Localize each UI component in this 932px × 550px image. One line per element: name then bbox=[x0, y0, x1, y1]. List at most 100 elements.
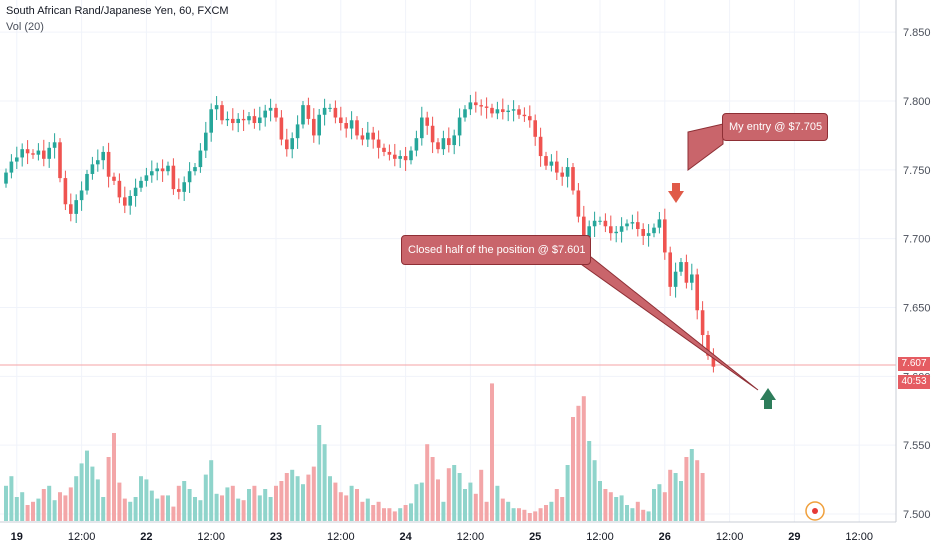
candle-body bbox=[452, 135, 456, 146]
candle-body bbox=[420, 117, 424, 139]
volume-bar bbox=[133, 497, 138, 521]
volume-bar bbox=[614, 497, 619, 521]
symbol-title[interactable]: South African Rand/Japanese Yen, 60, FXC… bbox=[6, 5, 229, 17]
candle-body bbox=[641, 229, 645, 236]
candle-body bbox=[414, 138, 419, 151]
volume-bar bbox=[452, 465, 457, 521]
volume-bar bbox=[20, 492, 25, 521]
volume-bar bbox=[700, 473, 705, 521]
volume-bar bbox=[463, 489, 467, 521]
volume-bar bbox=[193, 497, 197, 521]
volume-bar bbox=[598, 481, 602, 521]
volume-bar bbox=[225, 487, 230, 521]
candle-body bbox=[549, 161, 554, 166]
candle-body bbox=[101, 151, 105, 161]
candle-body bbox=[241, 118, 246, 121]
volume-bar bbox=[198, 500, 203, 521]
volume-bar bbox=[112, 433, 116, 521]
volume-bar bbox=[511, 508, 516, 521]
candle-body bbox=[490, 107, 494, 114]
time-tick-label: 12:00 bbox=[845, 531, 873, 543]
volume-bar bbox=[668, 469, 673, 521]
volume-bar bbox=[176, 485, 181, 521]
candle-body bbox=[263, 110, 267, 118]
volume-bar bbox=[608, 492, 613, 521]
candle-body bbox=[690, 274, 694, 283]
volume-bar bbox=[544, 505, 548, 521]
volume-bar bbox=[446, 468, 451, 521]
volume-bar bbox=[263, 489, 268, 521]
candle-body bbox=[447, 138, 451, 146]
volume-bar bbox=[554, 489, 559, 521]
volume-bar bbox=[257, 495, 262, 521]
record-icon[interactable] bbox=[805, 501, 825, 521]
volume-bar bbox=[144, 479, 149, 521]
candle-body bbox=[538, 136, 543, 157]
candle-body bbox=[528, 116, 532, 121]
candle-body bbox=[382, 147, 386, 152]
candle-body bbox=[582, 216, 586, 238]
candle-body bbox=[96, 160, 100, 165]
price-tick-label: 7.550 bbox=[903, 440, 931, 452]
candle-body bbox=[711, 355, 716, 367]
volume-bar bbox=[436, 479, 440, 521]
candle-body bbox=[366, 132, 370, 140]
volume-bar bbox=[419, 482, 424, 521]
volume-bar bbox=[355, 489, 359, 521]
time-tick-label: 19 bbox=[11, 531, 23, 543]
volume-bar bbox=[236, 498, 241, 521]
candle-body bbox=[198, 150, 203, 168]
candle-body bbox=[247, 116, 251, 121]
candle-body bbox=[236, 118, 240, 124]
candle-body bbox=[565, 167, 570, 177]
candle-body bbox=[220, 105, 224, 121]
candle-body bbox=[355, 120, 359, 136]
volume-bar bbox=[376, 501, 381, 521]
volume-bar bbox=[284, 473, 289, 521]
volume-bar bbox=[311, 466, 316, 521]
candle-body bbox=[533, 120, 537, 137]
candle-body bbox=[4, 172, 8, 184]
grid bbox=[0, 0, 896, 522]
candle-body bbox=[225, 118, 230, 121]
candle-body bbox=[555, 161, 559, 173]
candle-body bbox=[349, 120, 354, 129]
time-tick-label: 22 bbox=[140, 531, 152, 543]
time-tick-label: 12:00 bbox=[586, 531, 614, 543]
time-tick-label: 24 bbox=[399, 531, 412, 543]
candle-body bbox=[695, 274, 699, 311]
volume-bar bbox=[252, 485, 257, 521]
candle-body bbox=[468, 102, 473, 110]
volume-bar bbox=[630, 508, 635, 521]
candle-body bbox=[106, 151, 111, 177]
candle-body bbox=[663, 219, 667, 253]
candle-body bbox=[344, 123, 348, 129]
volume-indicator-label[interactable]: Vol (20) bbox=[6, 21, 44, 33]
time-tick-label: 23 bbox=[270, 531, 282, 543]
volume-bar bbox=[409, 503, 413, 521]
candle-body bbox=[403, 156, 408, 161]
candle-body bbox=[63, 178, 68, 205]
candle-body bbox=[328, 107, 332, 109]
price-tick-label: 7.800 bbox=[903, 96, 931, 108]
volume-bar bbox=[425, 444, 430, 521]
volume-bar bbox=[538, 508, 543, 521]
candle-body bbox=[673, 271, 678, 287]
candle-body bbox=[85, 173, 89, 191]
candle-body bbox=[517, 109, 521, 115]
volume-bar bbox=[619, 495, 624, 521]
candle-body bbox=[193, 167, 197, 172]
volume-bar bbox=[79, 463, 84, 521]
volume-bar bbox=[274, 485, 278, 521]
candle-body bbox=[317, 114, 321, 136]
entry-callout: My entry @ $7.705 bbox=[722, 113, 828, 141]
candle-body bbox=[479, 105, 483, 107]
volume-bar bbox=[47, 485, 52, 521]
candle-body bbox=[398, 156, 402, 159]
volume-bar bbox=[581, 396, 586, 521]
volume-bar bbox=[63, 495, 68, 521]
candle-body bbox=[409, 150, 413, 161]
volume-bar bbox=[338, 492, 343, 521]
volume-bar bbox=[495, 485, 500, 521]
